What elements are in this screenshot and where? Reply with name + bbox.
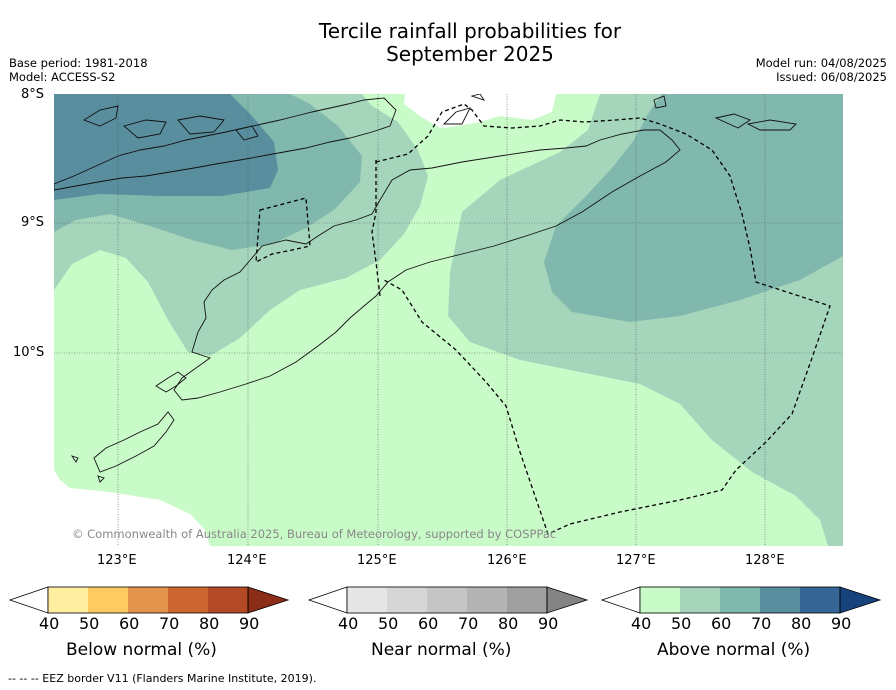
colorbar-tick-label: 70 [751,614,772,633]
colorbar-tick-label: 50 [671,614,692,633]
rote-island [155,371,187,393]
north-islets [442,107,471,125]
copyright-note: © Commonwealth of Australia 2025, Bureau… [72,527,557,541]
flores-coast [54,97,397,191]
lon-label-124: 124°E [227,553,267,568]
colorbar-tick-label: 40 [39,614,60,633]
map-title: Tercile rainfall probabilities for Septe… [0,20,896,66]
model-run: Model run: 04/08/2025 [755,56,887,70]
colorbar-tick-label: 90 [831,614,852,633]
meta-right: Model run: 04/08/2025 Issued: 06/08/2025 [756,56,887,84]
lon-label-125: 125°E [357,553,397,568]
colorbar-tick-label: 80 [498,614,519,633]
title-line-2: September 2025 [386,42,554,66]
footer-legend: -- -- -- EEZ border V11 (Flanders Marine… [8,672,317,685]
band-below-40 [404,94,556,128]
issued-date: Issued: 06/08/2025 [776,70,887,84]
base-period: Base period: 1981-2018 [9,56,148,70]
meta-left: Base period: 1981-2018 Model: ACCESS-S2 [9,56,148,84]
title-line-1: Tercile rainfall probabilities for [318,19,622,43]
colorbar-tick-label: 70 [159,614,180,633]
colorbar-label-above: Above normal (%) [657,640,811,660]
graticule [54,94,843,546]
colorbar-label-below: Below normal (%) [66,640,217,660]
lon-label-127: 127°E [616,553,656,568]
colorbar-tick-label: 90 [538,614,559,633]
band-sw-corner [54,470,210,546]
colorbar-tick-label: 80 [791,614,812,633]
colorbar-tick-label: 50 [378,614,399,633]
eez-border [255,103,831,535]
lon-label-126: 126°E [487,553,527,568]
colorbar-tick-label: 60 [119,614,140,633]
colorbar-label-near: Near normal (%) [371,640,512,660]
model-name: Model: ACCESS-S2 [9,70,116,84]
timor-island [173,129,681,401]
coastlines [54,94,797,483]
lat-label-10: 10°S [13,345,45,360]
lon-label-123: 123°E [97,553,137,568]
lat-label-9: 9°S [21,215,45,230]
west-islands [93,411,175,473]
colorbar-tick-label: 40 [338,614,359,633]
probability-field [54,94,843,546]
colorbar-tick-label: 50 [79,614,100,633]
colorbar-tick-label: 90 [239,614,260,633]
colorbar-tick-label: 60 [711,614,732,633]
lon-label-128: 128°E [745,553,785,568]
colorbar-tick-label: 80 [199,614,220,633]
lat-label-8: 8°S [21,87,45,102]
band-east-60-70 [544,94,843,322]
colorbar-tick-label: 70 [458,614,479,633]
colorbar-tick-label: 40 [631,614,652,633]
colorbar-tick-label: 60 [418,614,439,633]
